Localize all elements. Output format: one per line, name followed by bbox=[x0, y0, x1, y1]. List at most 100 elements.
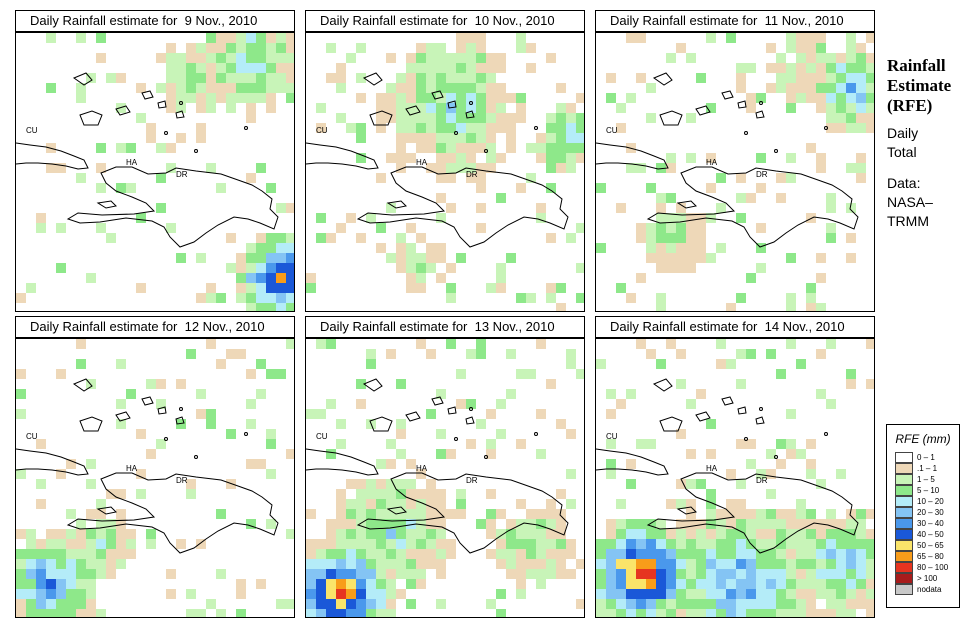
rainfall-cell bbox=[806, 609, 816, 617]
island-outline bbox=[659, 416, 683, 432]
rainfall-cell bbox=[416, 499, 426, 509]
rainfall-cell bbox=[786, 173, 796, 183]
rainfall-cell bbox=[546, 113, 556, 123]
rainfall-cell bbox=[36, 223, 46, 233]
rainfall-cell bbox=[316, 123, 326, 133]
rainfall-cell bbox=[796, 359, 806, 369]
rainfall-cell bbox=[116, 549, 126, 559]
rainfall-cell bbox=[776, 173, 786, 183]
legend-item: 30 – 40 bbox=[895, 518, 959, 529]
legend-item: 50 – 65 bbox=[895, 540, 959, 551]
country-label-ha: HA bbox=[416, 158, 428, 167]
rainfall-cell bbox=[176, 103, 186, 113]
rainfall-cell bbox=[406, 479, 416, 489]
rainfall-cell bbox=[186, 589, 196, 599]
rainfall-cell bbox=[806, 439, 816, 449]
rainfall-grid bbox=[596, 339, 874, 617]
rainfall-cell bbox=[206, 409, 216, 419]
rainfall-cell bbox=[456, 123, 466, 133]
rainfall-cell bbox=[646, 113, 656, 123]
rainfall-cell bbox=[776, 63, 786, 73]
rainfall-cell bbox=[436, 43, 446, 53]
rainfall-cell bbox=[356, 133, 366, 143]
rainfall-cell bbox=[316, 599, 326, 609]
rainfall-cell bbox=[676, 589, 686, 599]
islet-outline bbox=[244, 432, 248, 436]
rainfall-cell bbox=[326, 569, 336, 579]
rainfall-cell bbox=[246, 459, 256, 469]
rainfall-cell bbox=[16, 599, 26, 609]
rainfall-cell bbox=[436, 389, 446, 399]
rainfall-cell bbox=[506, 529, 516, 539]
rainfall-cell bbox=[676, 253, 686, 263]
rainfall-cell bbox=[416, 273, 426, 283]
rainfall-cell bbox=[756, 589, 766, 599]
rainfall-cell bbox=[206, 283, 216, 293]
rainfall-cell bbox=[476, 339, 486, 349]
rainfall-cell bbox=[736, 479, 746, 489]
rainfall-cell bbox=[506, 93, 516, 103]
rainfall-cell bbox=[726, 599, 736, 609]
rainfall-cell bbox=[356, 569, 366, 579]
rainfall-cell bbox=[386, 489, 396, 499]
rainfall-cell bbox=[326, 549, 336, 559]
island-outline bbox=[115, 411, 131, 422]
rainfall-cell bbox=[676, 243, 686, 253]
rainfall-cell bbox=[636, 569, 646, 579]
rainfall-cell bbox=[126, 143, 136, 153]
rainfall-cell bbox=[836, 103, 846, 113]
rainfall-cell bbox=[666, 569, 676, 579]
rainfall-cell bbox=[866, 589, 874, 599]
rainfall-cell bbox=[196, 293, 206, 303]
rainfall-cell bbox=[546, 379, 556, 389]
rainfall-cell bbox=[766, 559, 776, 569]
rainfall-cell bbox=[466, 143, 476, 153]
country-label-dr: DR bbox=[756, 476, 768, 485]
rainfall-cell bbox=[346, 579, 356, 589]
rainfall-cell bbox=[86, 609, 96, 617]
rainfall-cell bbox=[766, 579, 776, 589]
rainfall-cell bbox=[216, 83, 226, 93]
rainfall-cell bbox=[566, 549, 576, 559]
rainfall-cell bbox=[156, 143, 166, 153]
island-outline bbox=[405, 105, 421, 116]
rainfall-cell bbox=[256, 303, 266, 311]
islet-outline bbox=[469, 407, 473, 411]
rainfall-cell bbox=[196, 123, 206, 133]
country-label-cu: CU bbox=[316, 126, 328, 135]
rainfall-cell bbox=[826, 123, 836, 133]
legend-swatch bbox=[895, 496, 913, 507]
rainfall-cell bbox=[316, 589, 326, 599]
rainfall-cell bbox=[456, 369, 466, 379]
rainfall-cell bbox=[246, 73, 256, 83]
rainfall-cell bbox=[656, 303, 666, 311]
rainfall-cell bbox=[476, 83, 486, 93]
rainfall-cell bbox=[776, 83, 786, 93]
rainfall-cell bbox=[486, 439, 496, 449]
rainfall-cell bbox=[806, 53, 816, 63]
rainfall-cell bbox=[516, 293, 526, 303]
island-outline bbox=[386, 200, 408, 209]
legend-item: > 100 bbox=[895, 573, 959, 584]
rainfall-cell bbox=[866, 33, 874, 43]
rainfall-cell bbox=[666, 253, 676, 263]
rainfall-cell bbox=[736, 609, 746, 617]
rainfall-cell bbox=[776, 459, 786, 469]
rainfall-cell bbox=[796, 83, 806, 93]
rainfall-cell bbox=[576, 133, 584, 143]
rainfall-cell bbox=[46, 539, 56, 549]
rainfall-cell bbox=[526, 559, 536, 569]
rainfall-cell bbox=[566, 133, 576, 143]
rainfall-cell bbox=[866, 579, 874, 589]
rainfall-cell bbox=[696, 73, 706, 83]
rainfall-cell bbox=[406, 549, 416, 559]
rainfall-cell bbox=[426, 409, 436, 419]
rainfall-cell bbox=[306, 273, 316, 283]
rainfall-cell bbox=[496, 539, 506, 549]
rainfall-cell bbox=[846, 43, 856, 53]
cuba-coastline bbox=[16, 142, 89, 170]
country-label-cu: CU bbox=[26, 432, 38, 441]
rainfall-cell bbox=[676, 429, 686, 439]
rainfall-cell bbox=[836, 549, 846, 559]
